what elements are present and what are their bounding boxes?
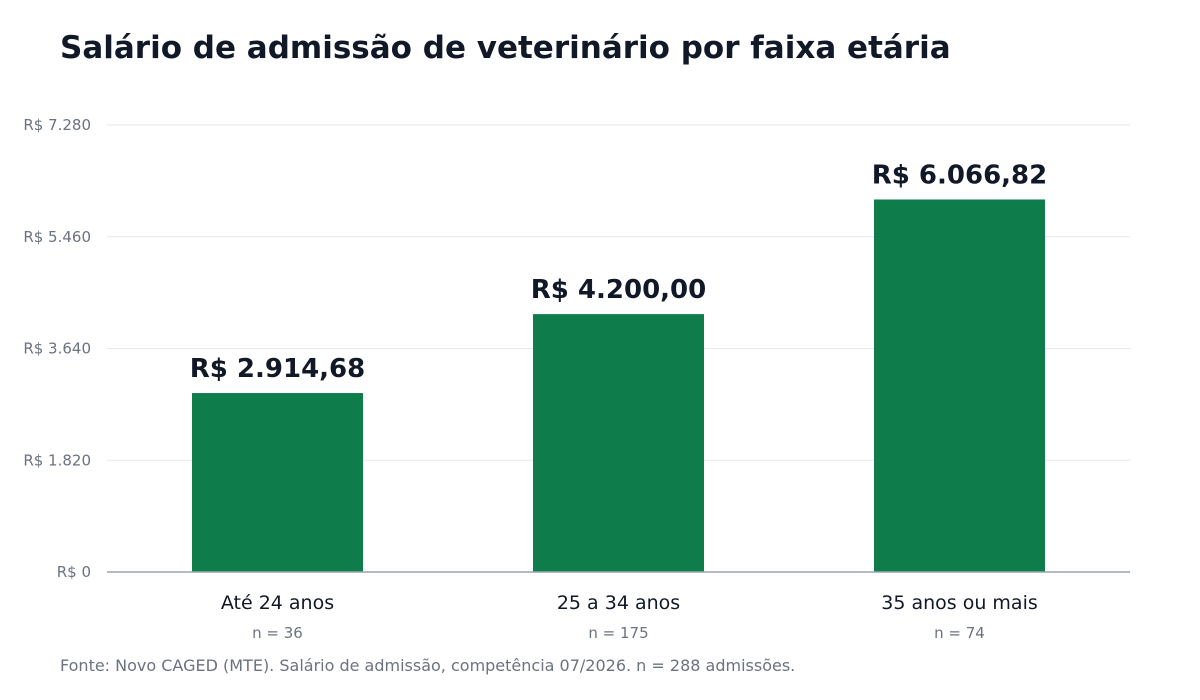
- bar-value-label: R$ 2.914,68: [190, 354, 365, 384]
- chart-title: Salário de admissão de veterinário por f…: [60, 30, 951, 66]
- category-label: 25 a 34 anos: [557, 592, 680, 614]
- category-label: Até 24 anos: [221, 592, 334, 614]
- bar: [874, 199, 1045, 572]
- bars: [192, 199, 1045, 572]
- bar-labels: R$ 2.914,68 Até 24 anos n = 36 R$ 4.200,00 2…: [190, 160, 1047, 642]
- y-tick-label: R$ 7.280: [23, 116, 91, 134]
- bar-value-label: R$ 4.200,00: [531, 275, 706, 305]
- y-axis-ticks: R$ 0 R$ 1.820 R$ 3.640 R$ 5.460 R$ 7.280: [23, 116, 91, 581]
- bar-value-label: R$ 6.066,82: [872, 160, 1047, 190]
- sample-size-label: n = 175: [588, 624, 648, 642]
- sample-size-label: n = 36: [252, 624, 303, 642]
- sample-size-label: n = 74: [934, 624, 985, 642]
- y-tick-label: R$ 0: [57, 563, 91, 581]
- y-tick-label: R$ 5.460: [23, 228, 91, 246]
- bar: [533, 314, 704, 572]
- y-tick-label: R$ 3.640: [23, 340, 91, 358]
- category-label: 35 anos ou mais: [881, 592, 1038, 614]
- bar: [192, 393, 363, 572]
- source-note: Fonte: Novo CAGED (MTE). Salário de admi…: [60, 656, 796, 675]
- y-tick-label: R$ 1.820: [23, 451, 91, 469]
